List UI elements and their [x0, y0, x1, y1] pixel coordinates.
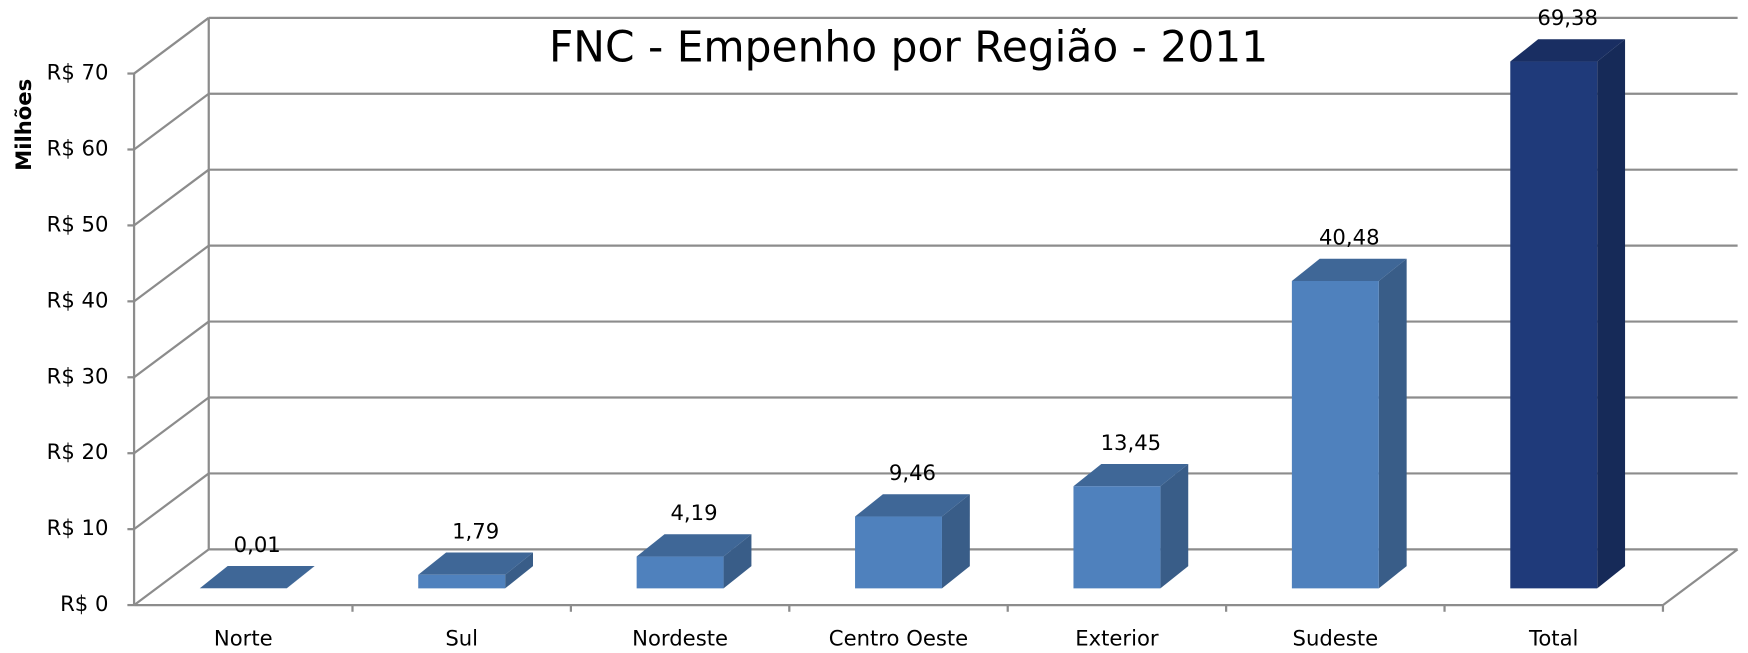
- value-label: 9,46: [889, 460, 936, 485]
- bar-top: [1510, 39, 1626, 62]
- value-label: 69,38: [1537, 5, 1598, 30]
- grid-line: [133, 92, 210, 151]
- grid-line: [133, 244, 210, 303]
- value-label: 4,19: [670, 500, 717, 525]
- x-tick-label: Centro Oeste: [829, 626, 968, 651]
- grid-line: [133, 320, 210, 379]
- bar-top: [199, 566, 315, 589]
- bar-top: [1073, 463, 1189, 487]
- bar-side: [1597, 39, 1626, 589]
- x-tick-label: Norte: [214, 626, 273, 651]
- y-tick-label: R$ 60: [47, 135, 109, 160]
- bar: [636, 556, 724, 589]
- bar: [1510, 61, 1598, 589]
- bar-top: [855, 494, 970, 517]
- x-tick-label: Total: [1528, 626, 1578, 651]
- bar: [418, 574, 506, 589]
- grid-line: [133, 472, 210, 531]
- y-tick-label: R$ 0: [60, 591, 108, 616]
- bar: [1073, 486, 1161, 589]
- x-tick-label: Sudeste: [1293, 626, 1379, 651]
- y-tick-label: R$ 20: [47, 439, 109, 464]
- x-tick-label: Exterior: [1075, 626, 1159, 651]
- y-tick-label: R$ 10: [47, 515, 109, 540]
- grid-line: [133, 16, 210, 75]
- y-tick-label: R$ 70: [47, 60, 109, 85]
- bar-top: [636, 534, 752, 557]
- value-label: 1,79: [452, 518, 499, 543]
- x-tick-label: Nordeste: [632, 626, 728, 651]
- bar-top: [1291, 258, 1407, 281]
- grid-line: [133, 396, 210, 455]
- value-label: 13,45: [1101, 430, 1162, 455]
- value-label: 40,48: [1319, 225, 1380, 250]
- bar-side: [286, 566, 315, 589]
- bar-side: [941, 494, 970, 589]
- bar: [1291, 280, 1379, 589]
- y-tick-label: R$ 40: [47, 287, 109, 312]
- y-axis-label: Milhões: [11, 79, 36, 171]
- floor-edge: [1662, 548, 1739, 606]
- bar-top: [418, 552, 534, 575]
- bar-side: [505, 552, 534, 589]
- y-tick-label: R$ 50: [47, 211, 109, 236]
- value-label: 0,01: [234, 532, 281, 557]
- grid-line: [133, 168, 210, 227]
- bar: [855, 516, 942, 589]
- y-tick-label: R$ 30: [47, 363, 109, 388]
- bar-side: [1378, 258, 1407, 589]
- chart-title: FNC - Empenho por Região - 2011: [549, 23, 1268, 72]
- bar-side: [1160, 463, 1189, 589]
- x-tick-label: Sul: [445, 626, 478, 651]
- grid-line: [133, 548, 210, 606]
- bar-side: [723, 534, 752, 589]
